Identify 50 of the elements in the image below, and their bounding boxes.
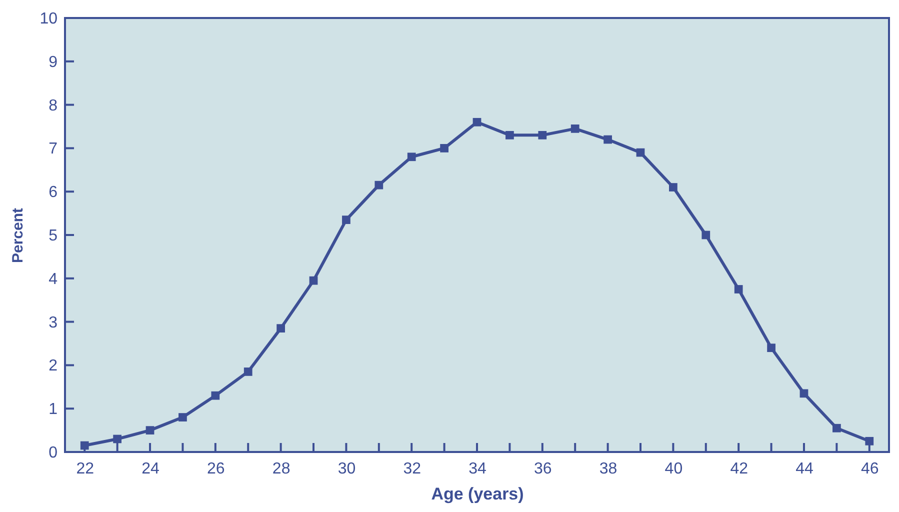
point [538,130,547,140]
x-tick-label: 28 [272,460,290,478]
y-tick-label: 7 [48,140,58,158]
point [374,180,384,190]
x-tick-label: 42 [730,460,748,478]
x-tick-label: 46 [860,460,879,478]
point [570,124,580,133]
y-tick-label: 8 [48,97,58,114]
point [669,183,678,192]
x-tick-label: 24 [142,460,160,478]
x-axis-title: Age (years) [431,484,524,504]
y-tick-label: 5 [48,228,58,244]
x-tick-label: 34 [468,460,486,478]
point [865,436,874,446]
point [702,230,710,240]
x-tick-label: 44 [796,460,814,478]
y-tick-label: 6 [48,184,58,202]
point [309,276,318,285]
point [800,389,808,398]
y-tick-label: 9 [48,54,58,71]
x-tick-label: 38 [599,460,618,478]
point [244,368,252,376]
point [832,424,841,432]
y-tick-label: 3 [48,314,58,332]
x-tick-label: 36 [534,460,552,478]
point [211,391,220,400]
point [506,130,514,140]
point [407,152,416,162]
y-axis-title: Percent [10,208,27,264]
x-tick-label: 30 [338,460,356,478]
x-tick-label: 32 [403,460,422,478]
y-tick-label: 10 [40,10,58,28]
x-tick-label: 22 [76,460,94,478]
point [734,285,743,294]
x-tick-label: 40 [664,460,683,478]
point [178,413,187,422]
point [113,434,122,444]
point [276,324,285,332]
y-tick-label: 1 [48,401,58,418]
point [440,144,448,152]
point [636,148,645,157]
point [472,118,482,126]
point [342,216,350,224]
point [146,426,154,434]
y-tick-label: 2 [48,358,58,375]
x-tick-label: 26 [207,460,225,478]
y-tick-label: 0 [48,444,58,462]
point [767,344,776,352]
point [604,135,612,144]
y-tick-label: 4 [48,270,58,288]
